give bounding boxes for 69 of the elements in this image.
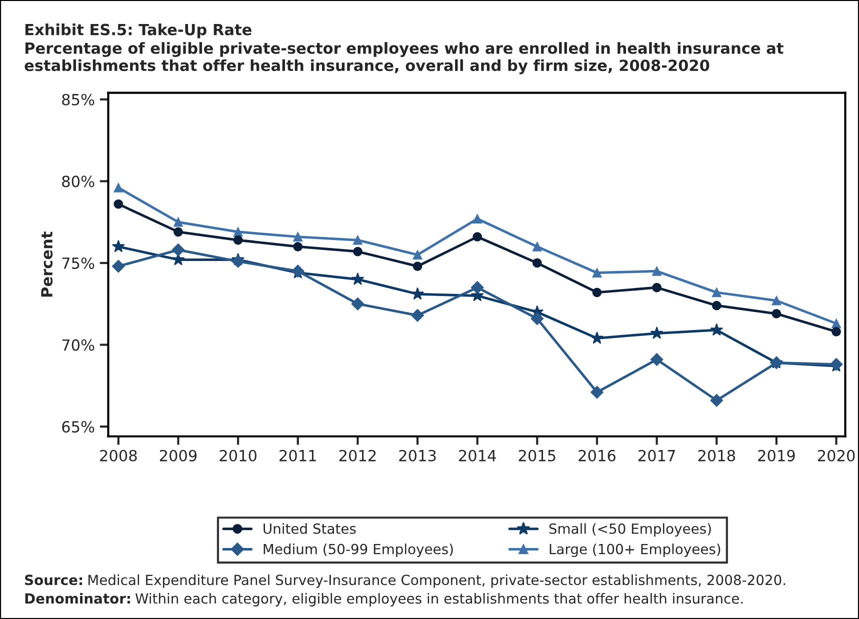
y-axis-title: Percent [41,232,53,297]
x-tick-label: 2014 [459,450,496,462]
point [412,262,422,271]
point [411,308,424,322]
point [233,227,243,237]
point [710,394,724,407]
point [112,260,125,273]
point [532,258,542,268]
point [114,183,124,192]
x-tick-label: 2020 [818,450,855,462]
legend-label: United States [264,523,356,534]
x-tick-label: 2013 [399,450,436,462]
point [114,199,124,209]
point [712,300,722,310]
y-tick-label: 85% [62,94,94,106]
point [530,312,544,326]
chart-title: Exhibit ES.5: Take-Up Rate [25,24,252,38]
point [351,297,364,310]
point [293,242,303,252]
x-tick-label: 2018 [698,450,736,462]
x-tick-label: 2008 [100,450,137,462]
point [412,250,422,260]
point [112,240,125,252]
point [353,246,362,256]
point [710,323,724,336]
y-tick-label: 80% [62,176,94,188]
x-tick-label: 2016 [578,450,616,462]
point [472,214,482,224]
source-note: Source: Medical Expenditure Panel Survey-Insurance Component, private-sector establishments, 2008-2020. [25,574,786,588]
point [172,243,185,256]
point [772,296,782,306]
point [411,287,424,300]
point [772,309,782,318]
x-tick-label: 2017 [638,450,675,462]
point [712,288,722,298]
point [174,217,183,227]
point [174,227,183,237]
point [650,353,664,366]
point [592,288,602,298]
point [232,254,244,268]
x-tick-label: 2019 [758,450,795,462]
point [472,232,482,242]
x-tick-label: 2009 [160,450,197,462]
legend-label: Large (100+ Employees) [550,544,720,558]
x-tick-label: 2011 [280,450,316,462]
point [832,327,841,336]
y-tick-label: 65% [62,421,94,433]
y-tick-label: 75% [62,257,94,270]
legend-label: Medium (50-99 Employees) [264,544,453,558]
y-tick-label: 70% [62,339,94,351]
point [652,282,662,292]
x-tick-label: 2012 [339,450,376,462]
point [590,331,604,344]
x-tick-label: 2015 [518,450,556,462]
text: Denominator: Within each category, eligible employees in establishments that offer health insurance. [25,593,743,606]
point [233,235,243,245]
point [590,386,604,399]
point [532,242,542,252]
x-tick-label: 2010 [220,450,256,462]
point [351,272,364,285]
point [650,326,664,339]
point [832,318,841,328]
point [470,281,484,294]
point [353,235,362,245]
chart-subtitle: Percentage of eligible private-sector employees who are enrolled in health insurance at establishments that offer health insurance, overall and by firm size, 2008-2020 [24,42,784,74]
point [293,232,303,242]
legend-label: Small (<50 Employees) [549,523,711,537]
point [592,268,602,278]
point [652,266,662,276]
